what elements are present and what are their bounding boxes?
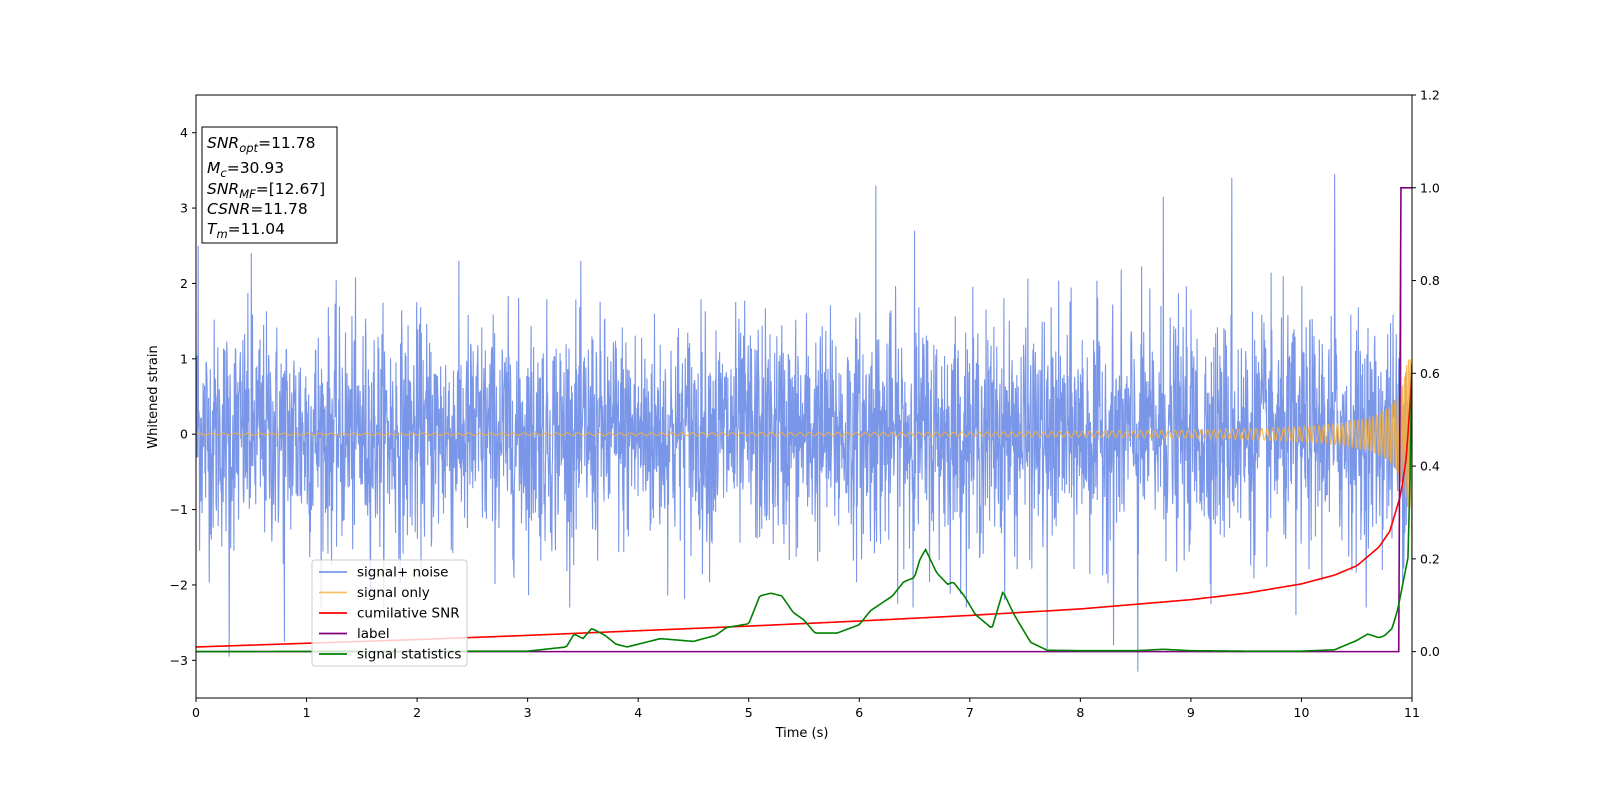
- annotation-symbol: CSNR: [207, 200, 250, 218]
- annotation-line: SNRMF=[12.67]: [207, 180, 325, 201]
- x-tick-label: 6: [855, 705, 863, 720]
- y2-tick-label: 0.6: [1420, 366, 1440, 381]
- y2-tick-label: 0.8: [1420, 273, 1440, 288]
- y2-tick-label: 1.0: [1420, 180, 1440, 195]
- annotation-line: Mc=30.93: [207, 159, 284, 180]
- y-tick-label: −3: [170, 653, 188, 668]
- x-tick-label: 5: [745, 705, 753, 720]
- y-tick-label: 0: [180, 427, 188, 442]
- series-label-line: [196, 186, 1412, 653]
- x-tick-label: 4: [634, 705, 642, 720]
- annotation-symbol: SNR: [207, 134, 239, 152]
- legend-label: signal statistics: [357, 647, 461, 663]
- y-axis-left: −3 −2 −1 0 1 2 3 4: [170, 125, 196, 668]
- annotation-symbol: M: [207, 159, 220, 177]
- y-tick-label: 4: [180, 125, 188, 140]
- x-tick-label: 2: [413, 705, 421, 720]
- legend-frame: [311, 559, 468, 667]
- annotation-value: =11.04: [228, 220, 285, 238]
- y-tick-label: 2: [180, 276, 188, 291]
- y-tick-label: −1: [170, 502, 188, 517]
- annotation-symbol: SNR: [207, 180, 239, 198]
- annotation-value: =[12.67]: [256, 180, 325, 198]
- y2-tick-label: 0.2: [1420, 551, 1440, 566]
- x-axis-label: Time (s): [775, 726, 829, 741]
- y2-tick-label: 1.2: [1420, 88, 1440, 103]
- annotation-line: Tm=11.04: [207, 220, 285, 241]
- annotation-frame: [201, 126, 338, 244]
- series-signal-noise-line: [196, 174, 1412, 672]
- annotation-box: SNRopt=11.78Mc=30.93SNRMF=[12.67]CSNR=11…: [201, 126, 338, 244]
- y-axis-right: 0.0 0.2 0.4 0.6 0.8 1.0 1.2: [1412, 88, 1440, 659]
- x-tick-label: 10: [1294, 705, 1310, 720]
- annotation-value: =11.78: [258, 134, 315, 152]
- x-axis: 0 1 2 3 4 5 6 7 8 9 10 11: [192, 698, 1420, 720]
- x-tick-label: 0: [192, 705, 200, 720]
- x-tick-label: 11: [1404, 705, 1420, 720]
- annotation-value: =11.78: [250, 200, 307, 218]
- legend-label: signal+ noise: [357, 565, 448, 581]
- axes-frame: [195, 94, 1413, 699]
- legend-label: signal only: [357, 585, 430, 601]
- annotation-subscript: opt: [239, 141, 258, 155]
- x-tick-label: 8: [1076, 705, 1084, 720]
- annotation-subscript: MF: [239, 187, 256, 201]
- y-tick-label: −2: [170, 577, 188, 592]
- series-signal-only-line: [196, 359, 1412, 510]
- legend: signal+ noise signal only cumilative SNR la…: [311, 559, 468, 667]
- y2-tick-label: 0.4: [1420, 459, 1440, 474]
- y-axis-label: Whitened strain: [146, 345, 161, 448]
- y-tick-label: 1: [180, 351, 188, 366]
- annotation-subscript: m: [216, 227, 227, 241]
- annotation-subscript: c: [220, 166, 227, 180]
- legend-label: label: [357, 626, 390, 642]
- annotation-value: =30.93: [227, 159, 284, 177]
- x-tick-label: 1: [303, 705, 311, 720]
- legend-label: cumilative SNR: [357, 606, 460, 622]
- y2-tick-label: 0.0: [1420, 644, 1440, 659]
- annotation-symbol: T: [207, 220, 218, 238]
- x-tick-label: 9: [1187, 705, 1195, 720]
- x-tick-label: 7: [966, 705, 974, 720]
- annotation-line: CSNR=11.78: [207, 200, 308, 218]
- y-tick-label: 3: [180, 201, 188, 216]
- annotation-line: SNRopt=11.78: [207, 134, 315, 155]
- x-tick-label: 3: [524, 705, 532, 720]
